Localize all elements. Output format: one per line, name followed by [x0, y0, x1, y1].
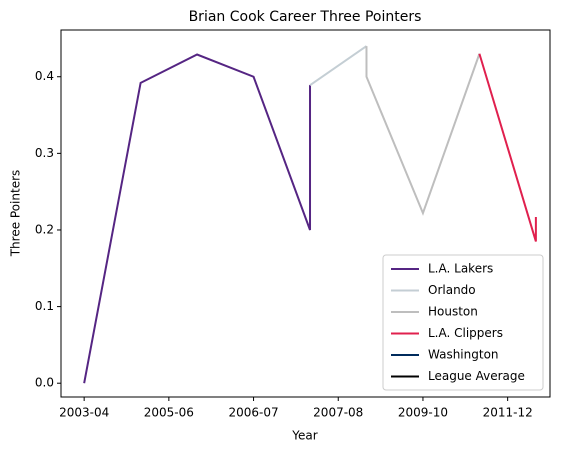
- y-axis-label: Three Pointers: [9, 170, 23, 258]
- y-tick-label: 0.3: [35, 146, 54, 160]
- x-tick-label: 2003-04: [59, 406, 109, 420]
- x-tick-label: 2009-10: [398, 406, 448, 420]
- y-tick-label: 0.0: [35, 376, 54, 390]
- series-line: [365, 46, 481, 216]
- legend-label: Houston: [428, 305, 478, 319]
- legend-label: Washington: [428, 348, 499, 362]
- x-tick-label: 2011-12: [483, 406, 533, 420]
- legend-label: League Average: [428, 369, 525, 383]
- x-axis-label: Year: [291, 429, 317, 443]
- x-tick-label: 2005-06: [144, 406, 194, 420]
- chart-title: Brian Cook Career Three Pointers: [189, 9, 422, 25]
- x-tick-label: 2007-08: [313, 406, 363, 420]
- plot-frame: [60, 29, 551, 398]
- legend-label: L.A. Clippers: [428, 326, 503, 340]
- series-line: [83, 53, 312, 384]
- series-line: [309, 45, 368, 86]
- series-line: [478, 53, 537, 242]
- legend-label: L.A. Lakers: [428, 262, 493, 276]
- y-tick-label: 0.4: [35, 69, 54, 83]
- x-tick-label: 2006-07: [228, 406, 278, 420]
- y-tick-label: 0.2: [35, 222, 54, 236]
- legend-label: Orlando: [428, 283, 476, 297]
- y-tick-label: 0.1: [35, 299, 54, 313]
- legend-box: [382, 254, 544, 391]
